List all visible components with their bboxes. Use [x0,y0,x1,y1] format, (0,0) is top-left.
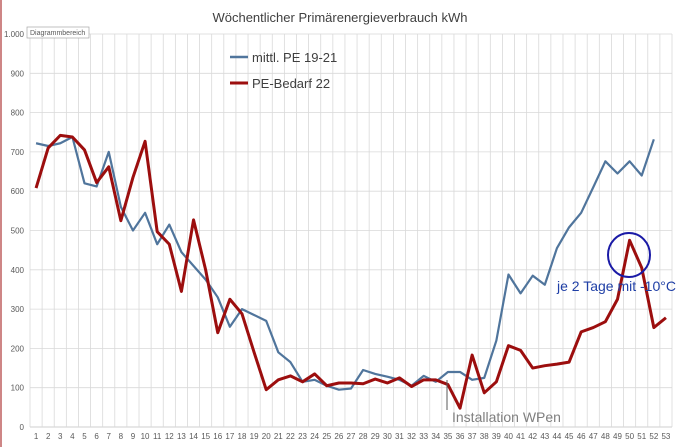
x-tick-label: 1 [34,432,39,441]
x-tick-label: 4 [70,432,75,441]
chart-title: Wöchentlicher Primärenergieverbrauch kWh [212,10,467,25]
x-tick-label: 40 [504,432,513,441]
x-tick-label: 2 [46,432,51,441]
legend-label-2022: PE-Bedarf 22 [252,76,330,91]
x-tick-label: 50 [625,432,634,441]
x-tick-label: 22 [286,432,295,441]
cold-spell-annotation: je 2 Tage mit -10°C [556,278,676,294]
series-line-2022 [34,133,667,410]
y-tick-label: 900 [11,69,25,78]
x-tick-label: 13 [177,432,186,441]
x-tick-label: 25 [322,432,331,441]
chart-area-tag: Diagrammbereich [26,26,90,39]
x-tick-label: 45 [565,432,574,441]
x-tick-label: 36 [456,432,465,441]
x-tick-label: 29 [371,432,380,441]
x-tick-label: 18 [238,432,247,441]
y-tick-label: 100 [11,384,25,393]
x-tick-label: 5 [82,432,87,441]
x-tick-label: 52 [649,432,658,441]
x-tick-label: 42 [528,432,537,441]
x-axis-ticks: 1 2 3 4 5 6 7 8 9 10 11 12 13 14 15 16 17 18 19 20 21 22 23 24 2… [34,432,671,441]
x-tick-label: 33 [419,432,428,441]
series-line-avg-19-21 [35,135,655,391]
y-tick-label: 0 [20,423,25,432]
x-tick-label: 12 [165,432,174,441]
gridlines [29,33,673,428]
x-tick-label: 20 [262,432,271,441]
x-tick-label: 48 [601,432,610,441]
x-tick-label: 6 [94,432,99,441]
x-tick-label: 3 [58,432,63,441]
x-tick-label: 15 [201,432,210,441]
y-tick-label: 800 [11,109,25,118]
chart-area-tag-label: Diagrammbereich [30,30,85,37]
y-tick-label: 200 [11,344,25,353]
x-tick-label: 37 [468,432,477,441]
y-tick-label: 400 [11,266,25,275]
x-tick-label: 49 [613,432,622,441]
series-lines [34,133,667,410]
x-tick-label: 51 [637,432,646,441]
x-tick-label: 16 [213,432,222,441]
x-tick-label: 39 [492,432,501,441]
x-tick-label: 14 [189,432,198,441]
x-tick-label: 44 [552,432,561,441]
x-tick-label: 41 [516,432,525,441]
x-tick-label: 30 [383,432,392,441]
x-tick-label: 35 [443,432,452,441]
x-tick-label: 7 [107,432,112,441]
x-tick-label: 34 [431,432,440,441]
x-tick-label: 47 [589,432,598,441]
x-tick-label: 23 [298,432,307,441]
y-tick-label: 600 [11,187,25,196]
x-tick-label: 21 [274,432,283,441]
cold-spell-circle [607,232,651,278]
y-tick-label: 300 [11,305,25,314]
y-tick-label: 700 [11,148,25,157]
legend-label-avg: mittl. PE 19-21 [252,50,337,65]
x-tick-label: 8 [119,432,124,441]
legend: mittl. PE 19-21 PE-Bedarf 22 [230,50,337,91]
x-tick-label: 17 [225,432,234,441]
y-tick-label: 1.000 [4,30,25,39]
installation-annotation: Installation WPen [452,409,561,425]
y-axis-ticks: 0 100 200 300 400 500 600 700 800 900 1.000 [4,30,25,432]
x-tick-label: 27 [347,432,356,441]
x-tick-label: 19 [250,432,259,441]
x-tick-label: 10 [141,432,150,441]
chart-area-tag-box [26,26,90,39]
y-tick-label: 500 [11,227,25,236]
x-tick-label: 9 [131,432,136,441]
x-tick-label: 31 [395,432,404,441]
x-tick-label: 43 [540,432,549,441]
x-tick-label: 46 [577,432,586,441]
x-tick-label: 11 [153,432,162,441]
x-tick-label: 26 [334,432,343,441]
x-tick-label: 32 [407,432,416,441]
x-tick-label: 24 [310,432,319,441]
x-tick-label: 28 [359,432,368,441]
x-tick-label: 53 [661,432,670,441]
x-tick-label: 38 [480,432,489,441]
